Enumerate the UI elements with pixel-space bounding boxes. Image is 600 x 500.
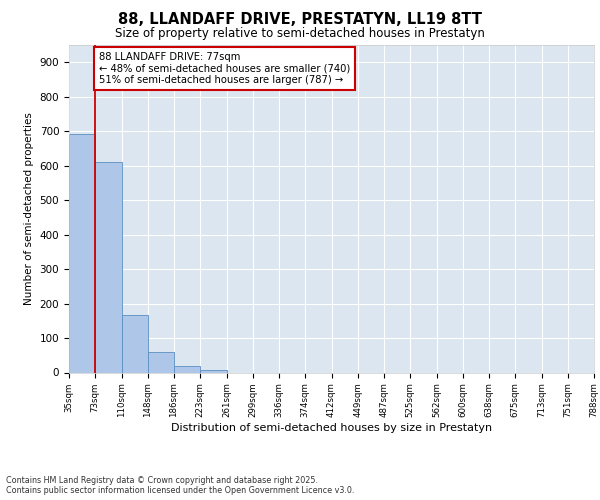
Text: Contains HM Land Registry data © Crown copyright and database right 2025.
Contai: Contains HM Land Registry data © Crown c… (6, 476, 355, 495)
Text: 88, LLANDAFF DRIVE, PRESTATYN, LL19 8TT: 88, LLANDAFF DRIVE, PRESTATYN, LL19 8TT (118, 12, 482, 28)
Bar (174, 366, 200, 372)
Bar (121, 314, 148, 372)
Bar (69, 134, 95, 372)
Text: Size of property relative to semi-detached houses in Prestatyn: Size of property relative to semi-detach… (115, 28, 485, 40)
Text: 88 LLANDAFF DRIVE: 77sqm
← 48% of semi-detached houses are smaller (740)
51% of : 88 LLANDAFF DRIVE: 77sqm ← 48% of semi-d… (99, 52, 350, 85)
Bar (200, 370, 227, 372)
X-axis label: Distribution of semi-detached houses by size in Prestatyn: Distribution of semi-detached houses by … (171, 422, 492, 432)
Bar (148, 352, 174, 372)
Bar (95, 162, 121, 372)
Y-axis label: Number of semi-detached properties: Number of semi-detached properties (24, 112, 34, 305)
